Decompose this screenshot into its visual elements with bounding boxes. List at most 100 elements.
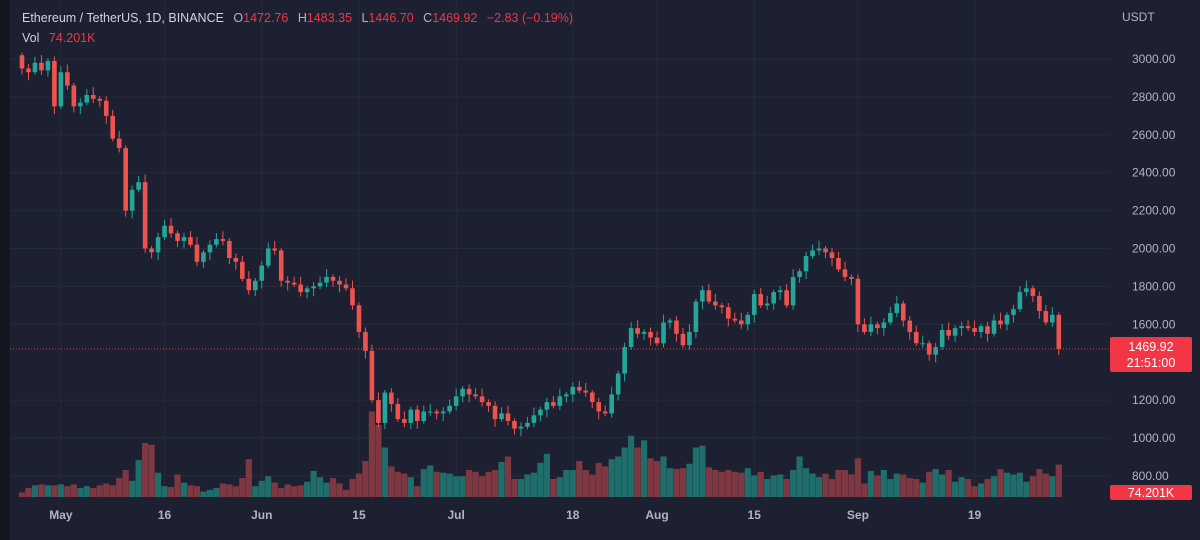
price-axis-bg xyxy=(1110,0,1200,540)
volume-bar xyxy=(148,444,155,497)
volume-bar xyxy=(232,486,239,497)
candle-body xyxy=(337,280,342,285)
price-chart[interactable]: USDT 3000.00 2800.00 2600.00 2400.00 2200.00… xyxy=(10,0,1200,540)
volume-bar xyxy=(537,462,544,497)
candle-body xyxy=(738,320,744,325)
volume-bar xyxy=(329,478,337,497)
high-label: H xyxy=(297,11,307,25)
candle-body xyxy=(1050,314,1055,323)
price-tick-label: 2800.00 xyxy=(1132,90,1176,104)
candle-body xyxy=(667,320,673,323)
candle-body xyxy=(609,394,614,414)
candle-body xyxy=(97,98,103,101)
volume-bar xyxy=(1010,474,1017,497)
volume-bar xyxy=(258,480,265,497)
candle-body xyxy=(1030,288,1036,296)
legend: Ethereum / TetherUS, 1D, BINANCE O1472.7… xyxy=(22,8,573,48)
volume-bar xyxy=(174,474,181,497)
candle-body xyxy=(78,102,83,107)
volume-bar xyxy=(952,481,959,497)
price-axis[interactable]: USDT 3000.00 2800.00 2600.00 2400.00 2200.00… xyxy=(1110,0,1200,540)
volume-bar xyxy=(226,484,233,497)
candle-body xyxy=(460,388,465,397)
volume-bar xyxy=(1016,472,1024,497)
candle-body xyxy=(175,233,180,241)
volume-bar xyxy=(446,473,453,497)
candle-body xyxy=(777,290,783,293)
volume-bar xyxy=(977,483,985,497)
volume-bar xyxy=(524,474,531,497)
candle-body xyxy=(252,280,258,291)
candle-body xyxy=(661,322,666,344)
volume-bar xyxy=(25,488,32,497)
volume-tag: 74.201K xyxy=(1110,485,1192,500)
candle-body xyxy=(278,250,284,281)
candle-body xyxy=(654,337,660,344)
price-tick-label: 800.00 xyxy=(1132,469,1169,483)
candle-body xyxy=(324,276,329,283)
volume-bar xyxy=(116,478,123,497)
candle-body xyxy=(596,402,602,412)
time-axis[interactable]: May 16 Jun 15 Jul 18 Aug 15 Sep 19 xyxy=(10,498,1110,540)
candle-body xyxy=(726,307,731,319)
candle-body xyxy=(771,292,776,304)
candle-body xyxy=(1017,292,1023,310)
candle-body xyxy=(959,326,964,329)
candle-body xyxy=(414,409,420,421)
candle-body xyxy=(58,72,64,107)
time-tick-label: Sep xyxy=(847,508,869,522)
candle-body xyxy=(389,392,394,404)
volume-label: Vol xyxy=(22,31,40,45)
candle-body xyxy=(116,138,122,149)
symbol-title[interactable]: Ethereum / TetherUS, 1D, BINANCE xyxy=(22,11,224,25)
candle-body xyxy=(868,324,874,332)
volume-bar xyxy=(472,471,479,497)
volume-bar xyxy=(725,470,732,497)
change-value: −2.83 (−0.19%) xyxy=(486,11,574,25)
volume-bar xyxy=(718,471,725,497)
volume-bar xyxy=(660,456,667,497)
volume-bar xyxy=(731,471,738,497)
candle-body xyxy=(1024,288,1029,293)
candle-body xyxy=(790,276,796,306)
volume-bar xyxy=(90,488,97,497)
candle-body xyxy=(466,388,472,395)
volume-bar xyxy=(530,472,538,497)
volume-bar xyxy=(381,447,388,497)
volume-bar xyxy=(129,480,136,497)
candle-body xyxy=(881,322,887,329)
volume-bar xyxy=(867,470,874,497)
volume-bar xyxy=(854,458,862,497)
candle-body xyxy=(201,252,206,262)
candle-body xyxy=(570,386,576,395)
price-tick-label: 1200.00 xyxy=(1132,393,1176,407)
candle-body xyxy=(149,248,154,253)
candle-body xyxy=(19,55,25,69)
candle-body xyxy=(285,280,290,283)
candle-body xyxy=(408,409,414,423)
open-label: O xyxy=(233,11,244,25)
candle-body xyxy=(395,403,401,420)
candle-body xyxy=(564,394,569,397)
candle-body xyxy=(648,331,653,338)
volume-bar xyxy=(563,470,570,497)
volume-bar xyxy=(893,473,900,497)
candle-body xyxy=(376,400,381,423)
low-label: L xyxy=(361,11,369,25)
price-tick-label: 1800.00 xyxy=(1132,279,1176,293)
candle-body xyxy=(214,239,219,245)
volume-bar xyxy=(122,470,129,497)
candle-body xyxy=(350,288,355,306)
candle-body xyxy=(680,333,686,346)
volume-bar xyxy=(239,478,246,497)
volume-bar xyxy=(284,484,291,497)
candle-body xyxy=(52,60,57,107)
volume-bar xyxy=(796,456,803,497)
candle-body xyxy=(972,328,977,332)
volume-bar xyxy=(815,477,823,497)
volume-bar xyxy=(640,440,648,497)
volume-bar xyxy=(316,477,324,497)
candle-body xyxy=(402,419,407,423)
price-tick-label: 1000.00 xyxy=(1132,431,1176,445)
